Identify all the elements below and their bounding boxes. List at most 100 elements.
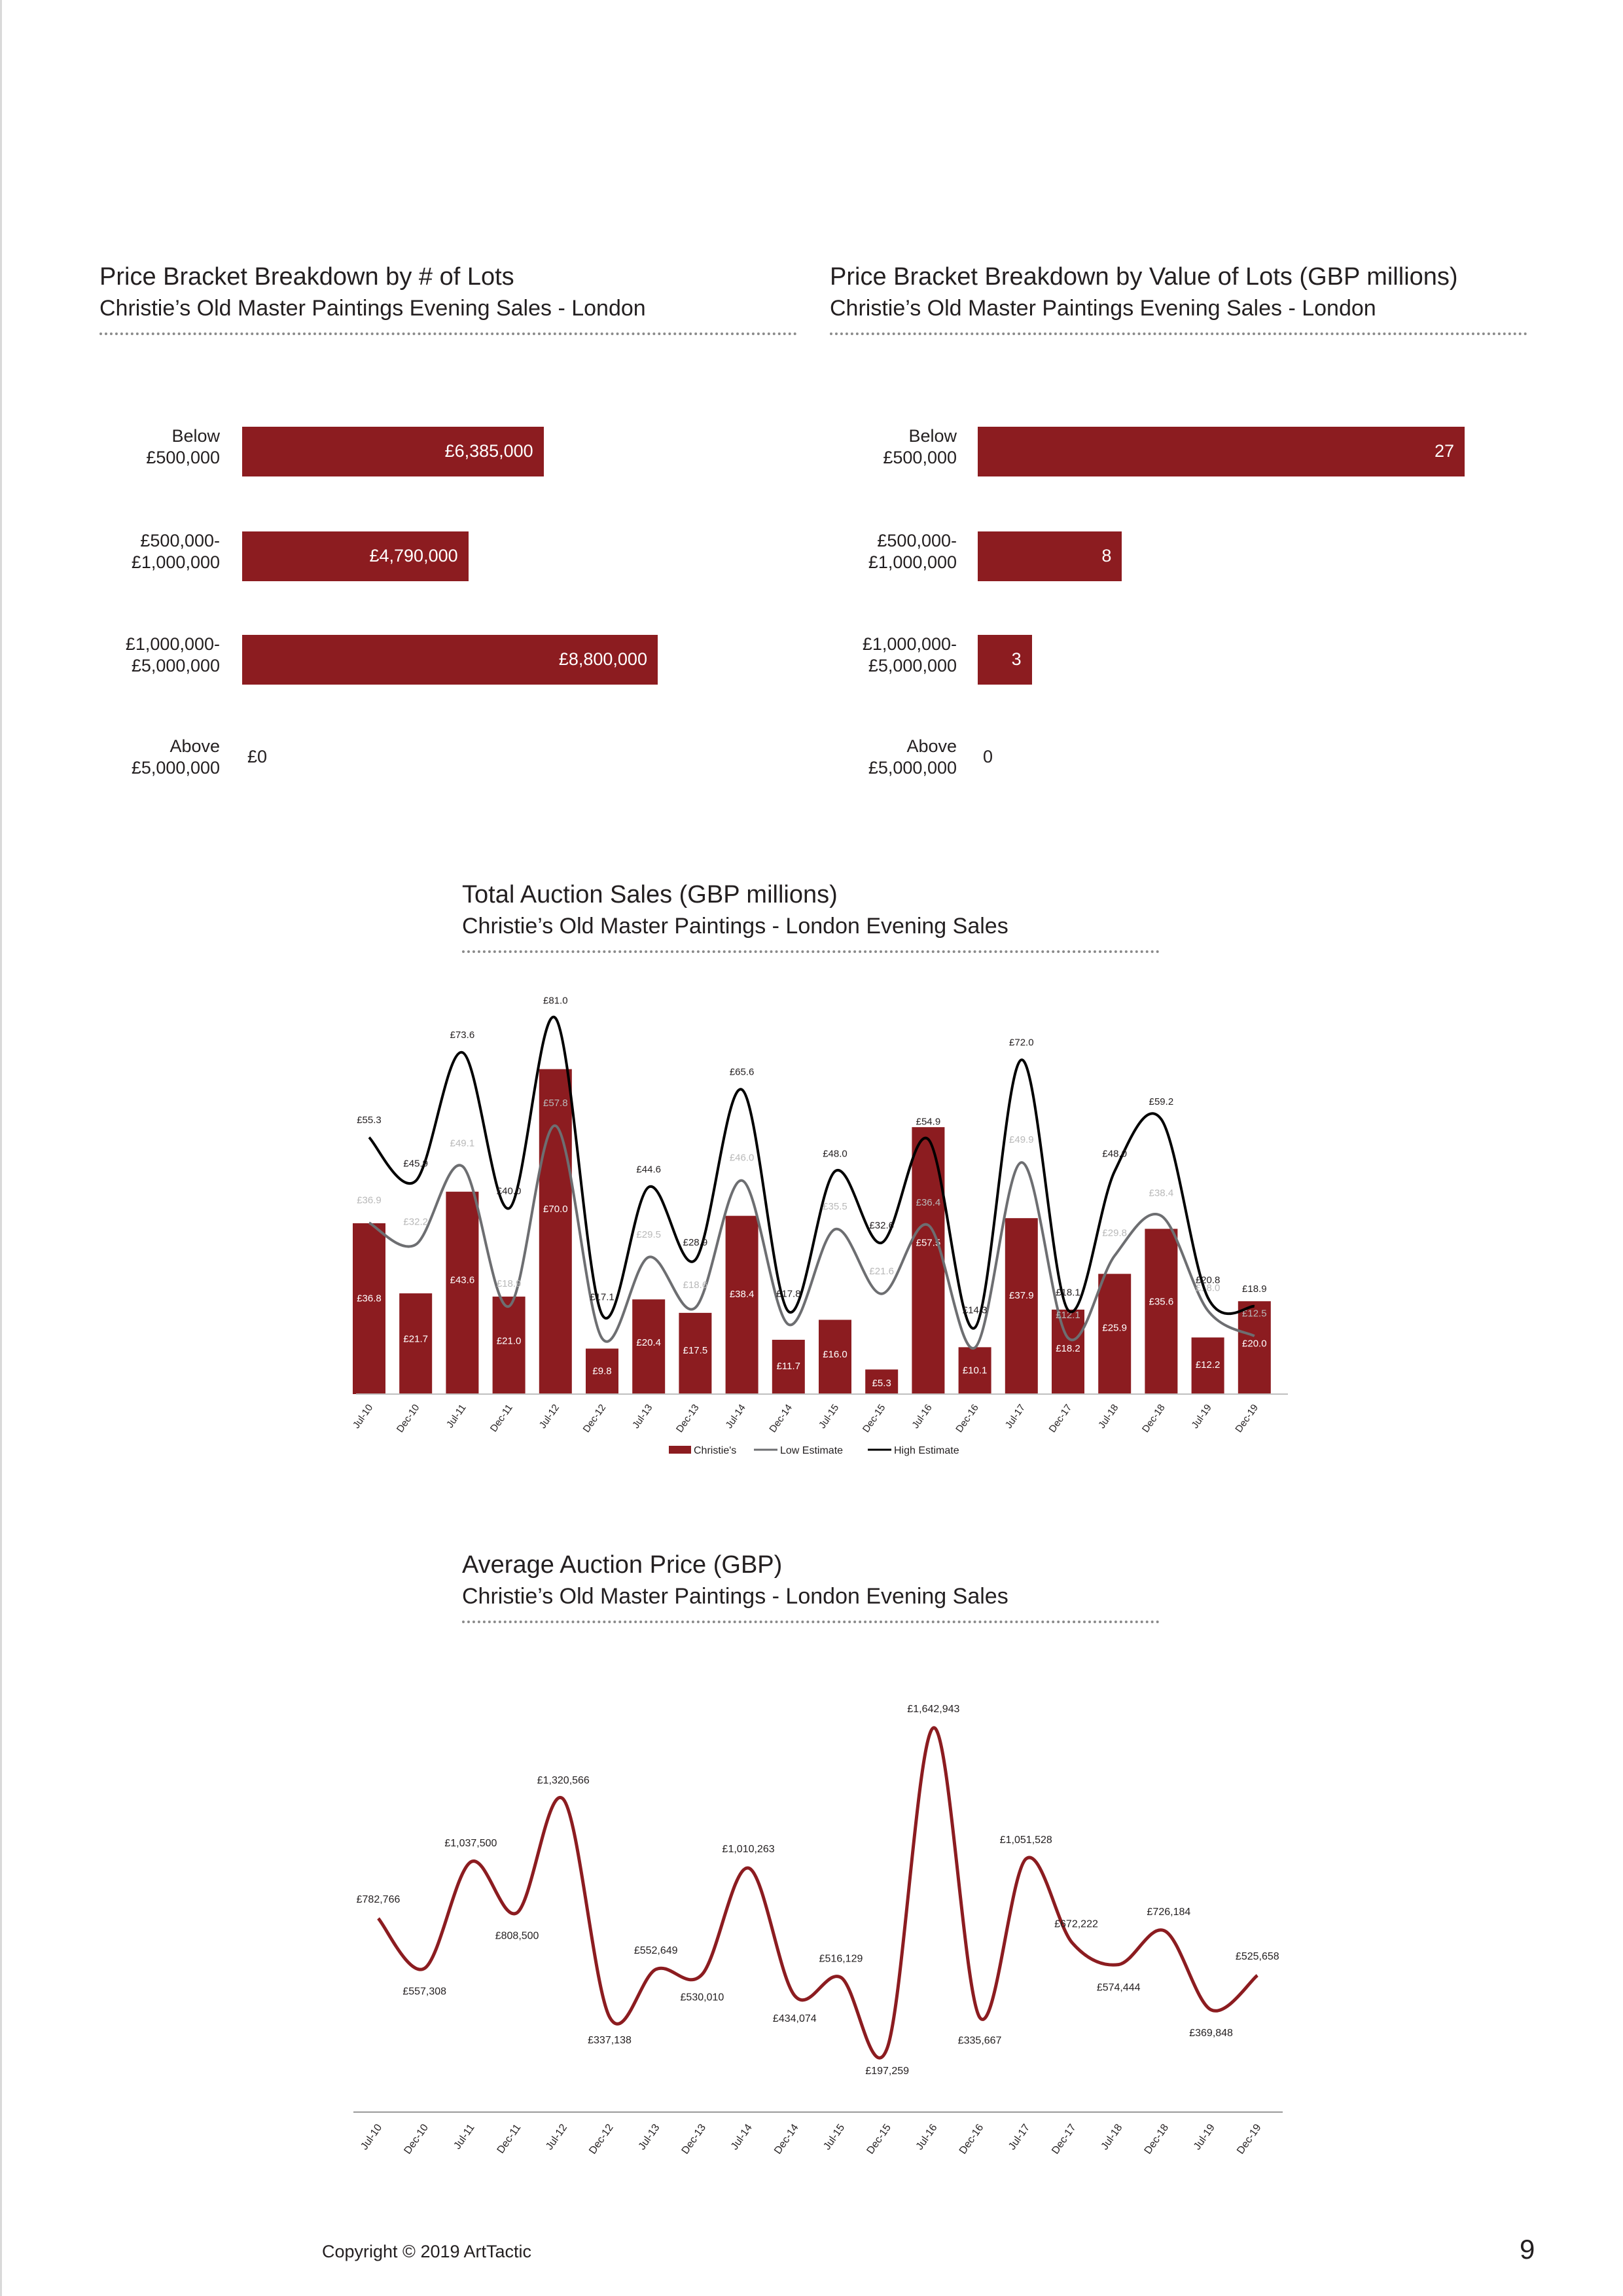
- sales-bar: [399, 1293, 433, 1394]
- total-chart-divider: [462, 950, 1160, 953]
- sales-bar: [632, 1299, 666, 1394]
- high-estimate-label: £44.6: [636, 1164, 661, 1175]
- low-estimate-label: £18.6: [683, 1280, 708, 1291]
- x-tick-label: Jul-17: [1003, 1403, 1027, 1431]
- lots-category-label: £500,000- £1,000,000: [131, 531, 220, 572]
- copyright-footer: Copyright © 2019 ArtTactic: [322, 2242, 532, 2261]
- average-price-label: £672,222: [1054, 1918, 1098, 1929]
- page-number: 9: [1520, 2234, 1535, 2265]
- sales-bar-label: £25.9: [1102, 1322, 1127, 1333]
- sales-bar: [1191, 1337, 1224, 1394]
- sales-bar-label: £12.2: [1196, 1359, 1221, 1371]
- x-tick-label: Dec-14: [772, 2122, 801, 2156]
- x-tick-label: Jul-13: [630, 1403, 654, 1431]
- x-tick-label: Jul-11: [444, 1403, 469, 1430]
- low-estimate-label: £18.0: [1196, 1282, 1221, 1293]
- high-estimate-label: £45.9: [403, 1158, 428, 1169]
- sales-bar-label: £17.5: [683, 1345, 708, 1356]
- sales-bar: [679, 1312, 712, 1394]
- value-chart-divider: [830, 332, 1527, 335]
- sales-bar-label: £36.8: [357, 1293, 382, 1304]
- average-price-label: £552,649: [634, 1945, 678, 1956]
- high-estimate-label: £17.8: [776, 1289, 801, 1300]
- value-bar: [978, 531, 1122, 581]
- high-estimate-label: £17.1: [590, 1292, 615, 1303]
- sales-bar: [819, 1319, 851, 1394]
- high-estimate-label: £73.6: [450, 1030, 475, 1041]
- value-chart-title: Price Bracket Breakdown by Value of Lots…: [830, 263, 1458, 291]
- lots-value-label: £8,800,000: [558, 649, 647, 669]
- low-estimate-label: £36.4: [916, 1197, 941, 1208]
- average-price-label: £1,642,943: [907, 1704, 959, 1715]
- average-price-label: £557,308: [402, 1986, 446, 1997]
- sales-bar: [586, 1348, 618, 1394]
- high-estimate-line: [368, 1015, 1255, 1330]
- total-sales-combo-chart: £36.8 £21.7 £43.6 £21.0 £70.0 £9.8 £20.4 £17.5 £…: [351, 995, 1288, 1456]
- sales-bar-label: £18.2: [1056, 1343, 1080, 1354]
- sales-bar-label: £38.4: [730, 1289, 755, 1300]
- low-estimate-label: £29.8: [1102, 1228, 1127, 1239]
- x-tick-label: Jul-10: [359, 2122, 384, 2152]
- x-tick-label: Jul-15: [817, 1403, 841, 1431]
- x-tick-label: Jul-12: [544, 2122, 569, 2152]
- value-value-label: 0: [983, 747, 993, 766]
- x-tick-label: Dec-13: [674, 1403, 702, 1435]
- x-tick-label: Dec-19: [1235, 2122, 1264, 2156]
- sales-bar-label: £10.1: [963, 1365, 988, 1376]
- total-chart-subtitle: Christie’s Old Master Paintings - London…: [462, 914, 1008, 939]
- x-tick-label: Jul-18: [1096, 1403, 1120, 1431]
- x-tick-label: Dec-10: [402, 2122, 431, 2156]
- sales-bar: [958, 1347, 991, 1394]
- high-estimate-label: £72.0: [1009, 1037, 1034, 1048]
- total-chart-title: Total Auction Sales (GBP millions): [462, 881, 838, 908]
- value-chart-subtitle: Christie’s Old Master Paintings Evening …: [830, 296, 1376, 321]
- legend-label-christies: Christie's: [694, 1445, 736, 1456]
- sales-bar: [539, 1069, 572, 1394]
- lots-category-label: Below £500,000: [146, 426, 220, 467]
- x-tick-label: Dec-11: [495, 2122, 524, 2155]
- low-estimate-label: £49.9: [1009, 1134, 1034, 1145]
- x-tick-label: Dec-14: [767, 1403, 794, 1435]
- x-tick-label: Jul-10: [351, 1403, 375, 1431]
- sales-bar: [1005, 1218, 1038, 1394]
- average-price-label: £434,074: [773, 2013, 817, 2024]
- average-price-label: £1,320,566: [537, 1775, 590, 1786]
- sales-bar: [772, 1340, 805, 1394]
- high-estimate-label: £40.0: [497, 1185, 522, 1196]
- lots-value-label: £6,385,000: [444, 441, 533, 461]
- sales-bar-label: £20.0: [1242, 1338, 1267, 1350]
- lots-category-label: Above £5,000,000: [131, 736, 220, 778]
- x-tick-label: Dec-18: [1143, 2122, 1171, 2156]
- sales-bar-label: £11.7: [777, 1361, 800, 1372]
- average-price-label: £574,444: [1097, 1982, 1141, 1994]
- lots-chart-title: Price Bracket Breakdown by # of Lots: [99, 263, 514, 291]
- low-estimate-label: £32.2: [403, 1217, 428, 1228]
- x-tick-label: Jul-13: [637, 2122, 662, 2152]
- sales-bar: [446, 1191, 479, 1394]
- value-value-label: 27: [1434, 441, 1454, 461]
- x-tick-label: Dec-17: [1050, 2122, 1079, 2156]
- sales-bar-label: £70.0: [543, 1204, 568, 1215]
- high-estimate-label: £54.9: [916, 1117, 941, 1128]
- sales-bar-label: £21.7: [403, 1334, 428, 1345]
- lots-bar: [242, 635, 658, 685]
- low-estimate-label: £21.6: [869, 1266, 894, 1277]
- sales-bar: [1052, 1309, 1084, 1394]
- x-tick-label: Dec-15: [865, 2122, 893, 2156]
- value-category-label: £500,000- £1,000,000: [868, 531, 957, 572]
- value-bar: [978, 635, 1032, 685]
- average-price-label: £337,138: [588, 2035, 632, 2046]
- sales-bar-label: £9.8: [592, 1366, 611, 1377]
- high-estimate-label: £32.6: [869, 1220, 894, 1231]
- high-estimate-label: £20.8: [1196, 1274, 1221, 1285]
- x-tick-label: Jul-18: [1099, 2122, 1125, 2152]
- sales-bar: [353, 1223, 385, 1394]
- high-estimate-label: £59.2: [1149, 1096, 1174, 1107]
- value-category-label: £1,000,000- £5,000,000: [862, 634, 957, 675]
- value-value-label: 8: [1101, 546, 1112, 565]
- average-price-label: £335,667: [958, 2035, 1002, 2046]
- lots-bar: [242, 427, 544, 476]
- low-estimate-label: £35.5: [823, 1201, 847, 1212]
- sales-bar-label: £57.5: [916, 1237, 941, 1248]
- average-price-label: £726,184: [1147, 1907, 1191, 1918]
